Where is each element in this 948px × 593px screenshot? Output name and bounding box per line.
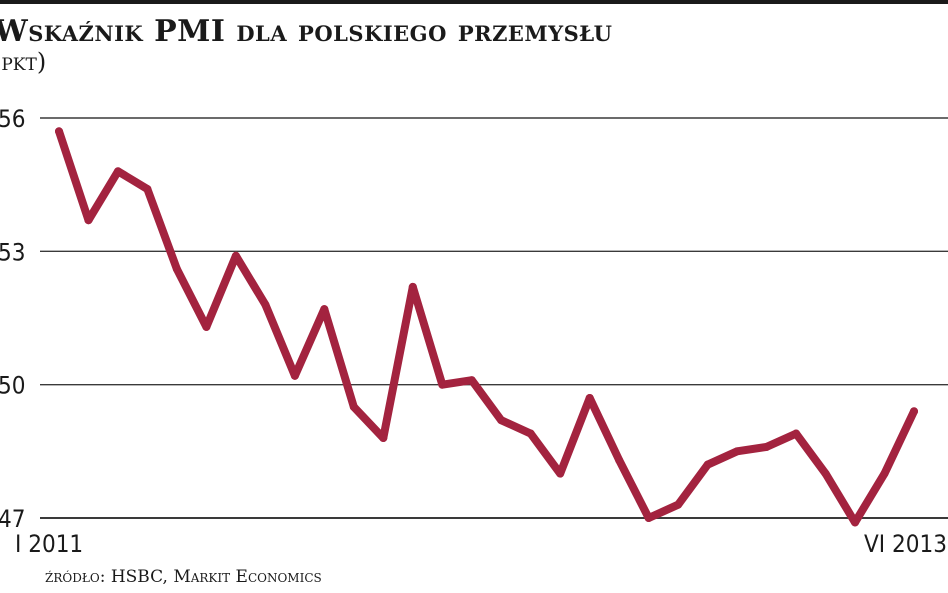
data-point bbox=[615, 456, 624, 465]
data-point bbox=[910, 407, 918, 416]
y-tick-label: 50 bbox=[0, 372, 25, 400]
y-tick-label: 56 bbox=[0, 105, 25, 133]
data-point bbox=[320, 305, 329, 314]
data-point bbox=[821, 469, 830, 478]
data-point bbox=[408, 282, 417, 291]
data-point bbox=[526, 429, 535, 438]
y-tick-labels: 56 53 50 47 bbox=[0, 105, 25, 533]
x-tick-labels: I 2011 VI 2013 bbox=[15, 530, 947, 558]
top-rule bbox=[0, 0, 948, 4]
data-point bbox=[261, 300, 270, 309]
data-point bbox=[172, 265, 181, 274]
y-tick-label: 53 bbox=[0, 238, 25, 266]
x-tick-label: VI 2013 bbox=[864, 530, 947, 558]
data-point bbox=[231, 251, 240, 260]
data-point bbox=[733, 447, 742, 456]
data-point bbox=[349, 402, 358, 411]
data-point bbox=[55, 127, 63, 136]
source-note: źródło: HSBC, Markit Economics bbox=[45, 567, 322, 587]
y-tick-label: 47 bbox=[0, 505, 25, 533]
data-point bbox=[851, 518, 860, 527]
series-line bbox=[55, 127, 918, 527]
data-point bbox=[644, 514, 653, 522]
grid-lines bbox=[40, 117, 948, 519]
data-point bbox=[792, 429, 801, 438]
data-point bbox=[585, 394, 594, 402]
data-point bbox=[202, 322, 211, 331]
data-point bbox=[467, 376, 476, 385]
chart-title: Wskaźnik PMI dla polskiego przemysłu bbox=[0, 14, 613, 49]
series-layer bbox=[55, 127, 918, 527]
chart-unit-label: (pkt) bbox=[0, 48, 47, 76]
data-point bbox=[379, 434, 388, 442]
data-point bbox=[290, 371, 299, 380]
data-point bbox=[497, 416, 506, 425]
data-point bbox=[880, 469, 889, 478]
data-point bbox=[703, 460, 712, 469]
data-point bbox=[762, 442, 771, 451]
x-tick-label: I 2011 bbox=[15, 530, 83, 558]
data-point bbox=[556, 469, 565, 478]
data-point bbox=[84, 216, 93, 225]
data-point bbox=[143, 185, 152, 194]
data-point bbox=[438, 380, 447, 389]
data-point bbox=[113, 167, 122, 176]
data-point bbox=[674, 500, 683, 509]
